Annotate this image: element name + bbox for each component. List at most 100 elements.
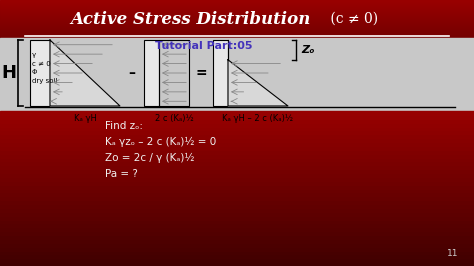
Bar (0, 142, 474, 146)
Bar (0, 14, 474, 15)
Bar (0, 19, 474, 20)
Bar (0, 11, 474, 12)
Bar (0, 38, 474, 111)
Bar (0, 247, 474, 251)
Bar (0, 231, 474, 235)
Bar (0, 17, 474, 18)
Bar (0, 227, 474, 231)
Bar (0, 22, 474, 23)
Bar (0, 138, 474, 142)
Bar (0, 154, 474, 157)
Bar (0, 173, 474, 177)
Text: γ
c ≠ 0
Φ
dry soil: γ c ≠ 0 Φ dry soil (32, 52, 57, 84)
Bar (0, 23, 474, 24)
Bar (0, 262, 474, 266)
Bar (0, 204, 474, 208)
Text: Active Stress Distribution: Active Stress Distribution (70, 10, 310, 27)
Bar (0, 123, 474, 127)
Bar (0, 235, 474, 239)
Bar (0, 169, 474, 173)
Bar (0, 4, 474, 5)
Text: Zo = 2c / γ (Kₐ)½: Zo = 2c / γ (Kₐ)½ (105, 153, 194, 163)
Bar (0, 25, 474, 26)
Bar (0, 254, 474, 258)
Bar (0, 216, 474, 219)
Bar (144, 40, 159, 106)
Bar (0, 0, 474, 1)
Bar (159, 40, 189, 106)
Bar (0, 243, 474, 247)
Bar (0, 196, 474, 200)
Bar (0, 24, 474, 25)
Bar (0, 20, 474, 21)
Text: Tutorial Part:05: Tutorial Part:05 (155, 41, 253, 51)
Bar (0, 36, 474, 37)
Bar (0, 111, 474, 115)
Bar (0, 3, 474, 4)
Bar (0, 5, 474, 6)
Text: (c ≠ 0): (c ≠ 0) (326, 12, 378, 26)
Text: Kₐ γH – 2 c (Kₐ)½: Kₐ γH – 2 c (Kₐ)½ (222, 114, 293, 123)
Bar (0, 35, 474, 36)
Bar (0, 134, 474, 138)
Bar (0, 15, 474, 16)
Bar (0, 28, 474, 30)
Bar (0, 192, 474, 196)
Bar (0, 119, 474, 123)
Bar (0, 32, 474, 33)
Bar (0, 115, 474, 119)
Text: H: H (1, 64, 17, 82)
Bar (0, 251, 474, 254)
Bar (0, 146, 474, 150)
Bar (0, 37, 474, 38)
Bar (0, 157, 474, 161)
Bar (0, 10, 474, 11)
Bar (0, 127, 474, 130)
Bar (0, 9, 474, 10)
Bar (0, 33, 474, 34)
Text: 11: 11 (447, 249, 458, 258)
Bar (0, 30, 474, 31)
Bar (0, 8, 474, 9)
Bar (0, 13, 474, 14)
Text: Zₒ: Zₒ (301, 45, 315, 55)
Bar (0, 185, 474, 189)
Bar (0, 130, 474, 134)
Bar (0, 26, 474, 27)
Text: 2 c (Kₐ)½: 2 c (Kₐ)½ (155, 114, 193, 123)
Bar (0, 189, 474, 192)
Bar (0, 161, 474, 165)
Bar (213, 40, 228, 106)
Bar (0, 31, 474, 32)
Text: Kₐ γH: Kₐ γH (73, 114, 96, 123)
Bar (0, 181, 474, 185)
Polygon shape (228, 60, 288, 106)
Bar (0, 150, 474, 154)
Text: Pa = ?: Pa = ? (105, 169, 138, 179)
Bar (0, 7, 474, 8)
Bar (0, 18, 474, 19)
Bar (0, 223, 474, 227)
Bar (0, 1, 474, 2)
Bar (0, 200, 474, 204)
Text: =: = (195, 66, 207, 80)
Bar (0, 208, 474, 212)
Text: Kₐ γzₒ – 2 c (Kₐ)½ = 0: Kₐ γzₒ – 2 c (Kₐ)½ = 0 (105, 137, 216, 147)
Bar (0, 258, 474, 262)
Bar (0, 6, 474, 7)
Bar (30, 40, 50, 106)
Bar (0, 27, 474, 28)
Text: –: – (128, 66, 136, 80)
Bar (0, 21, 474, 22)
Bar (0, 2, 474, 3)
Bar (0, 219, 474, 223)
Bar (0, 16, 474, 17)
Bar (0, 177, 474, 181)
Bar (0, 12, 474, 13)
Bar (0, 212, 474, 216)
Bar (0, 165, 474, 169)
Text: Find zₒ:: Find zₒ: (105, 121, 143, 131)
Polygon shape (50, 40, 120, 106)
Bar (0, 34, 474, 35)
Bar (0, 239, 474, 243)
